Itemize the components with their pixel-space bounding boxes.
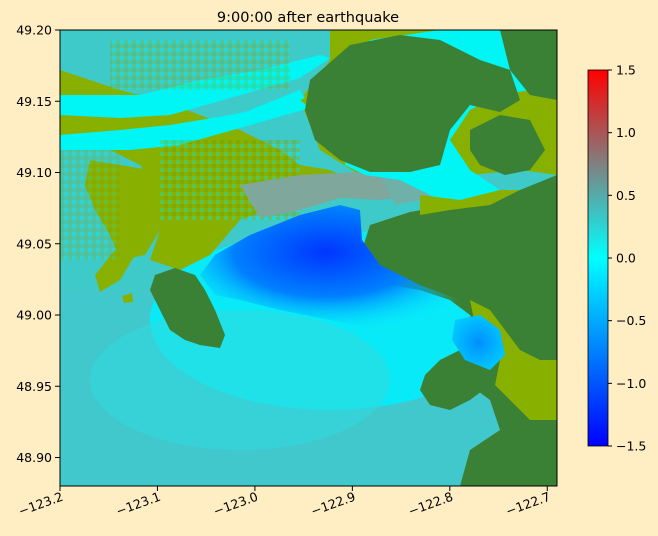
farmland-texture-west [60, 150, 120, 260]
y-tick-label: 49.15 [16, 94, 52, 109]
farmland-texture-north [110, 40, 290, 90]
y-axis: 48.90 48.95 49.00 49.05 49.10 49.15 49.20 [16, 23, 60, 465]
colorbar-tick-label: −1.0 [616, 376, 646, 391]
y-tick-label: 49.20 [16, 23, 52, 38]
colorbar [587, 69, 609, 447]
upland-northeast [470, 115, 545, 175]
colorbar-axis: −1.5 −1.0 −0.5 0.0 0.5 1.0 1.5 [608, 63, 646, 454]
river-arm [250, 90, 305, 118]
x-tick-label: −122.8 [406, 489, 455, 519]
colorbar-tick-label: 0.5 [616, 188, 636, 203]
upland-east-fringe [420, 190, 520, 215]
y-tick-label: 49.10 [16, 165, 52, 180]
y-tick-label: 49.05 [16, 236, 52, 251]
delta-spit [95, 250, 135, 292]
map-raster [60, 30, 557, 486]
colorbar-tick-label: −0.5 [616, 313, 646, 328]
y-tick-label: 48.95 [16, 379, 52, 394]
upland-east [362, 175, 557, 486]
river-main [60, 100, 310, 150]
upland-north [305, 35, 520, 172]
x-tick-label: −123.1 [114, 489, 163, 519]
delta-islet [122, 293, 133, 303]
y-tick-label: 48.90 [16, 450, 52, 465]
colorbar-tick-label: 0.0 [616, 251, 636, 266]
flooded-strip [240, 172, 420, 218]
colorbar-tick-label: 1.5 [616, 63, 636, 78]
chart-title: 9:00:00 after earthquake [217, 10, 399, 26]
x-tick-label: −122.7 [504, 489, 553, 519]
y-tick-label: 49.00 [16, 308, 52, 323]
plot-frame [59, 29, 558, 487]
x-tick-label: −123.0 [211, 489, 260, 519]
colorbar-tick-label: −1.5 [616, 439, 646, 454]
x-axis: −123.2 −123.1 −123.0 −122.9 −122.8 −122.7 [16, 486, 552, 519]
x-tick-label: −123.2 [16, 489, 65, 519]
wave-fade [90, 310, 390, 450]
x-tick-label: −122.9 [309, 489, 358, 519]
drawdown-main [200, 205, 480, 340]
colorbar-tick-label: 1.0 [616, 125, 636, 140]
point-roberts [150, 268, 225, 348]
drawdown-east [452, 315, 505, 370]
upland-corner [500, 30, 557, 100]
